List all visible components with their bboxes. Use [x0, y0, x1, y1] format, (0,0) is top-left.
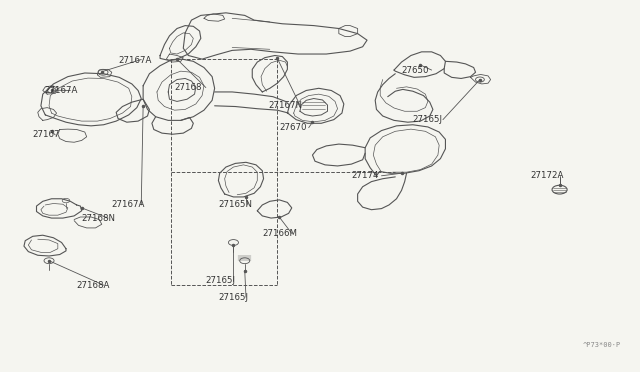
Text: 27165N: 27165N: [218, 201, 252, 209]
Text: 27167A: 27167A: [44, 86, 77, 95]
Text: 27168: 27168: [175, 83, 202, 92]
Text: 27167: 27167: [33, 131, 60, 140]
Text: 27167A: 27167A: [118, 56, 152, 65]
Text: 27670: 27670: [280, 123, 307, 132]
Text: 27172A: 27172A: [531, 171, 564, 180]
Text: 27650: 27650: [401, 65, 429, 74]
Text: 27167N: 27167N: [269, 100, 303, 110]
Text: 27165J: 27165J: [218, 293, 248, 302]
Text: ^P73*00·P: ^P73*00·P: [583, 342, 621, 348]
Text: 27166M: 27166M: [262, 229, 298, 238]
Text: 27165J: 27165J: [413, 115, 443, 124]
Text: 27168N: 27168N: [82, 214, 116, 222]
Text: 27168A: 27168A: [77, 280, 110, 290]
Text: 27165J: 27165J: [206, 276, 236, 285]
Text: 27174: 27174: [351, 171, 379, 180]
Text: 27167A: 27167A: [112, 201, 145, 209]
